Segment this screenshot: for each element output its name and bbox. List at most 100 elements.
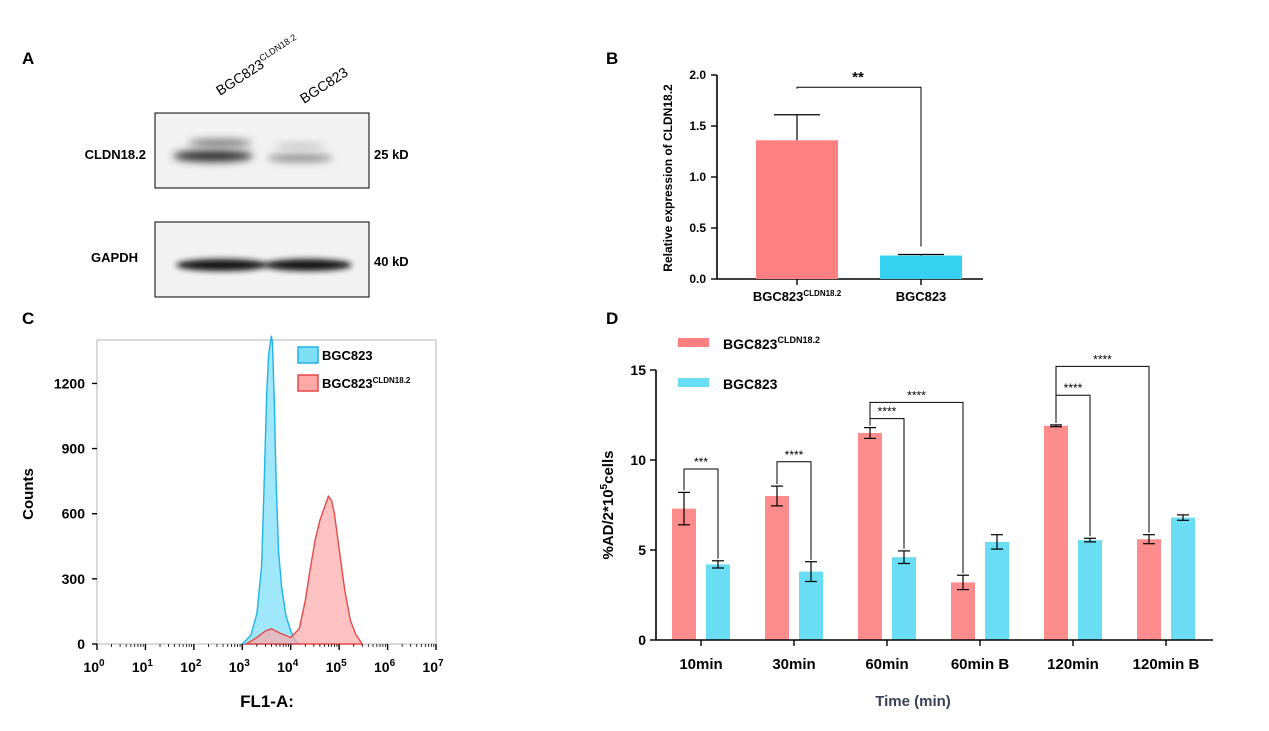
panel-d-ytick-label: 10 bbox=[630, 452, 646, 468]
panel-b-significance-label: ** bbox=[852, 69, 864, 86]
panel-a: A BGC823CLDN18.2 BGC823 CLDN18.2 25 kD G… bbox=[22, 32, 409, 298]
cldn-band-lane1 bbox=[173, 150, 253, 162]
panel-c-xtick-label: 102 bbox=[180, 658, 202, 675]
protein-label-gapdh: GAPDH bbox=[91, 250, 138, 265]
legend-swatch-bgc823-cldn bbox=[297, 374, 319, 392]
panel-b-yaxis: 0.0 0.5 1.0 1.5 2.0 bbox=[689, 68, 717, 286]
cldn-bands bbox=[173, 139, 333, 162]
panel-d-bar-bgc823 bbox=[799, 571, 823, 640]
panel-label-c: C bbox=[22, 309, 34, 328]
panel-d-ytick-label: 0 bbox=[638, 632, 646, 648]
panel-c-legend: BGC823 BGC823CLDN18.2 bbox=[297, 346, 411, 392]
panel-c-ytick-label: 600 bbox=[62, 506, 86, 522]
panel-c-xtick-label: 101 bbox=[132, 658, 154, 675]
panel-d-ylabel: %AD/2*105cells bbox=[599, 451, 617, 560]
panel-c-yaxis: 0 300 600 900 1200 bbox=[54, 375, 97, 652]
legend-label-d-cldn: BGC823CLDN18.2 bbox=[723, 335, 820, 352]
panel-d-ytick-label: 5 bbox=[638, 542, 646, 558]
panel-d-bar-cldn bbox=[765, 496, 789, 640]
lane-label-2: BGC823 bbox=[297, 64, 351, 107]
panel-d-significance-label: **** bbox=[878, 405, 897, 419]
legend-swatch-d-bgc823 bbox=[678, 378, 709, 387]
panel-b-ytick-label: 2.0 bbox=[689, 68, 706, 82]
panel-d-significance: *********************** bbox=[683, 352, 1150, 574]
panel-d-bar-bgc823 bbox=[892, 557, 916, 640]
panel-d-significance-bracket bbox=[683, 468, 719, 559]
panel-d-xtick-label: 10min bbox=[679, 656, 722, 673]
legend-label-bgc823: BGC823 bbox=[322, 348, 373, 363]
panel-d-xtick-label: 120min B bbox=[1133, 656, 1200, 673]
panel-b-xtick-2: BGC823 bbox=[896, 289, 947, 304]
panel-d-significance-bracket bbox=[776, 461, 812, 560]
panel-b-bar bbox=[756, 140, 838, 279]
panel-d-xtick-label: 120min bbox=[1047, 656, 1099, 673]
panel-label-d: D bbox=[606, 309, 618, 328]
panel-c-xlabel: FL1-A: bbox=[240, 692, 294, 711]
panel-b-bar bbox=[880, 255, 962, 279]
histogram-bgc823 bbox=[240, 335, 302, 645]
panel-b-ytick-label: 0.5 bbox=[689, 221, 706, 235]
panel-b-ytick-label: 0.0 bbox=[689, 272, 706, 286]
panel-d-bar-bgc823 bbox=[985, 541, 1009, 640]
lane-label-1: BGC823CLDN18.2 bbox=[212, 32, 302, 98]
panel-c-histograms bbox=[240, 335, 364, 645]
panel-d-xlabel: Time (min) bbox=[875, 693, 951, 710]
panel-label-a: A bbox=[22, 49, 34, 68]
panel-d-bar-bgc823 bbox=[1078, 540, 1102, 640]
cldn-band-lane1-upper bbox=[188, 139, 252, 147]
panel-b-ylabel: Relative expression of CLDN18.2 bbox=[661, 84, 675, 272]
size-label-25kd: 25 kD bbox=[374, 147, 409, 162]
panel-d-ytick-label: 15 bbox=[630, 362, 646, 378]
panel-d-bar-bgc823 bbox=[1171, 517, 1195, 640]
panel-d: D %AD/2*105cells Time (min) BGC823CLDN18… bbox=[599, 309, 1213, 710]
panel-d-yaxis: 0 5 10 15 bbox=[630, 362, 656, 648]
panel-c-ytick-label: 0 bbox=[77, 636, 85, 652]
legend-label-bgc823-cldn: BGC823CLDN18.2 bbox=[322, 376, 411, 391]
panel-d-bar-cldn bbox=[858, 433, 882, 640]
gapdh-band-lane1 bbox=[176, 259, 268, 271]
panel-c-xtick-label: 100 bbox=[83, 658, 105, 675]
panel-b-bars bbox=[756, 114, 962, 285]
panel-b-ytick-label: 1.5 bbox=[689, 119, 706, 133]
panel-d-significance-label: *** bbox=[694, 455, 708, 469]
panel-b-significance-bracket bbox=[796, 86, 922, 247]
panel-c-xaxis: 100 101 102 103 104 105 106 107 bbox=[83, 644, 444, 675]
gapdh-band-lane2 bbox=[264, 259, 352, 271]
panel-d-xtick-label: 60min B bbox=[951, 656, 1010, 673]
panel-d-significance-label: **** bbox=[785, 448, 804, 462]
panel-d-significance-label: **** bbox=[907, 388, 926, 402]
panel-d-legend: BGC823CLDN18.2 BGC823 bbox=[678, 335, 820, 392]
panel-b-ytick-label: 1.0 bbox=[689, 170, 706, 184]
size-label-40kd: 40 kD bbox=[374, 254, 409, 269]
panel-d-xaxis: 10min 30min 60min 60min B 120min 120min B bbox=[679, 640, 1200, 673]
cldn-band-lane2 bbox=[267, 154, 333, 162]
panel-c-xtick-label: 107 bbox=[422, 658, 444, 675]
panel-d-bar-cldn bbox=[1137, 539, 1161, 640]
cldn-band-lane2-upper bbox=[274, 143, 326, 149]
histogram-bgc823-cldn bbox=[243, 494, 364, 645]
panel-c-xtick-label: 106 bbox=[374, 658, 396, 675]
legend-label-d-bgc823: BGC823 bbox=[723, 376, 778, 392]
panel-d-bar-cldn bbox=[672, 508, 696, 640]
panel-d-bars bbox=[672, 424, 1195, 640]
panel-b: B Relative expression of CLDN18.2 0.0 0.5… bbox=[606, 49, 983, 304]
panel-d-significance-label: **** bbox=[1093, 352, 1112, 366]
panel-label-b: B bbox=[606, 49, 618, 68]
panel-d-significance-bracket bbox=[1055, 365, 1150, 533]
panel-c-ytick-label: 1200 bbox=[54, 375, 85, 391]
protein-label-cldn: CLDN18.2 bbox=[85, 147, 146, 162]
panel-c-xtick-label: 104 bbox=[277, 658, 299, 675]
panel-d-xtick-label: 60min bbox=[865, 656, 908, 673]
legend-swatch-bgc823 bbox=[297, 346, 319, 364]
panel-c-xtick-label: 103 bbox=[229, 658, 251, 675]
panel-d-bar-cldn bbox=[1044, 425, 1068, 640]
panel-d-significance-label: **** bbox=[1064, 381, 1083, 395]
legend-swatch-d-cldn bbox=[678, 338, 709, 347]
panel-c-ytick-label: 300 bbox=[62, 571, 86, 587]
cldn-blot-frame bbox=[154, 112, 370, 189]
gapdh-blot-frame bbox=[154, 221, 370, 298]
panel-d-xtick-label: 30min bbox=[772, 656, 815, 673]
gapdh-bands bbox=[176, 259, 352, 271]
panel-d-bar-bgc823 bbox=[706, 564, 730, 640]
panel-c: C Counts FL1-A: 0 300 600 900 1200 100 101 102… bbox=[20, 309, 444, 711]
